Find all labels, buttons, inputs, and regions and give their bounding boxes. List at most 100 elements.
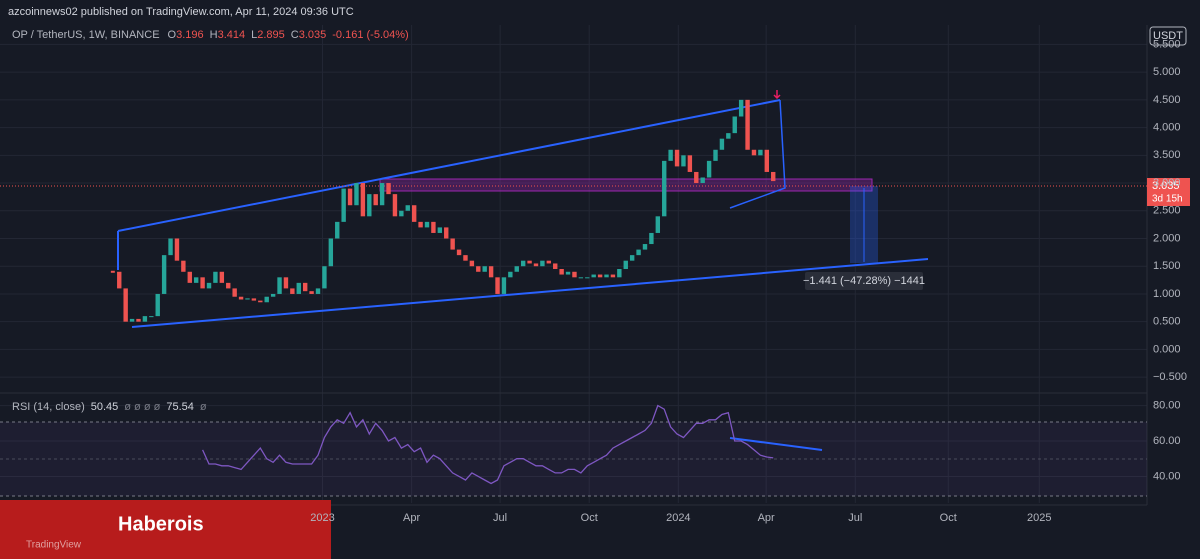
candle: [283, 277, 289, 289]
candle: [341, 188, 346, 222]
candle: [463, 255, 468, 261]
x-tick-label: 2025: [1027, 512, 1051, 524]
candle: [655, 216, 661, 233]
rsi-value: 75.54: [166, 401, 194, 413]
banner: [0, 500, 331, 559]
trend-line-upper: [117, 99, 781, 232]
x-tick-label: Oct: [940, 512, 957, 524]
y-tick-label: −0.500: [1153, 371, 1187, 383]
ohlc-value: 3.196: [176, 29, 204, 41]
candle: [662, 160, 667, 217]
candle: [610, 274, 616, 278]
rsi-label: RSI (14, close) 50.45 ø ø ø ø 75.54 ø: [12, 401, 207, 413]
candle: [347, 188, 353, 206]
rsi-tick-label: 40.00: [1153, 470, 1181, 482]
rsi-tick-label: 80.00: [1153, 400, 1181, 412]
candle: [623, 260, 628, 269]
banner-text: Haberois: [118, 513, 204, 535]
publisher: azcoinnews02 published on TradingView.co…: [8, 6, 354, 18]
candle: [302, 282, 308, 292]
candle: [687, 155, 693, 172]
candle: [540, 260, 545, 267]
rsi-trend-line: [729, 437, 823, 451]
change: -0.161 (-5.04%): [332, 29, 408, 41]
currency-box[interactable]: [1149, 26, 1187, 46]
y-tick-label: 2.500: [1153, 205, 1181, 217]
candle: [591, 274, 596, 278]
candle: [771, 171, 776, 182]
candle: [251, 298, 257, 301]
candle: [482, 266, 487, 272]
candle: [527, 260, 532, 264]
candle: [706, 160, 712, 178]
candle: [681, 155, 686, 167]
ohlc-key: L: [251, 29, 257, 41]
candle: [431, 221, 436, 233]
candle: [565, 271, 571, 275]
candle: [597, 274, 603, 278]
candle: [379, 183, 385, 206]
candle: [764, 149, 770, 172]
candle: [719, 138, 725, 150]
candle: [738, 99, 744, 117]
candle: [315, 288, 321, 294]
rsi-value: ø ø ø ø: [124, 401, 160, 413]
candle: [444, 227, 449, 239]
measure-label-box: [805, 272, 923, 290]
x-tick-label: Apr: [403, 512, 420, 524]
symbol: OP / TetherUS, 1W, BINANCE O3.196 H3.414 L2…: [12, 29, 409, 41]
ohlc-value: 3.035: [299, 29, 327, 41]
rsi-tick-label: 60.00: [1153, 435, 1181, 447]
candle: [514, 266, 519, 272]
candle: [226, 282, 231, 289]
candle: [726, 133, 731, 139]
candle: [668, 149, 673, 161]
rsi-line: [202, 404, 774, 485]
candle: [367, 194, 372, 217]
candle: [520, 260, 526, 267]
candle: [508, 271, 513, 278]
x-tick-label: 2024: [666, 512, 690, 524]
candle: [136, 318, 141, 322]
ohlc-key: O: [168, 29, 177, 41]
candle: [732, 116, 737, 134]
currency[interactable]: USDT: [1153, 30, 1183, 42]
candle: [232, 288, 237, 297]
candle: [758, 149, 763, 156]
x-tick-label: Apr: [758, 512, 775, 524]
y-tick-label: 4.500: [1153, 94, 1181, 106]
candle: [335, 221, 340, 239]
candle: [456, 249, 462, 256]
candle: [322, 266, 327, 289]
candle: [238, 296, 244, 300]
candle: [200, 277, 205, 289]
candle: [149, 316, 154, 318]
candle: [450, 238, 455, 250]
candle: [354, 183, 359, 206]
x-tick-label: Jul: [848, 512, 862, 524]
candle: [585, 277, 590, 279]
candle: [174, 238, 180, 261]
trend-line-lower: [131, 258, 929, 328]
candle: [745, 99, 750, 150]
candle: [129, 318, 135, 322]
x-tick-label: 2023: [310, 512, 334, 524]
candle: [373, 194, 378, 206]
candle: [155, 293, 160, 317]
candle: [713, 149, 718, 161]
rsi-value: ø: [200, 401, 207, 413]
watermark: TradingView: [26, 540, 82, 551]
y-tick-label: 3.500: [1153, 149, 1181, 161]
candle: [636, 249, 641, 256]
last-price-box: [1147, 178, 1190, 206]
candle: [405, 205, 410, 211]
candle: [469, 260, 475, 267]
candle: [392, 194, 398, 217]
candle: [437, 227, 443, 233]
y-tick-label: 5.500: [1153, 38, 1181, 50]
last-price: 3.035: [1152, 180, 1180, 192]
candle: [559, 269, 564, 275]
candle: [751, 149, 757, 156]
measure-label: −1.441 (−47.28%) −1441: [803, 275, 925, 287]
